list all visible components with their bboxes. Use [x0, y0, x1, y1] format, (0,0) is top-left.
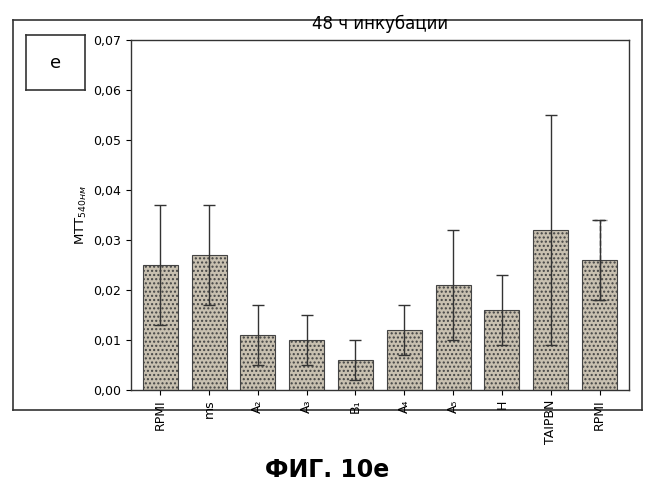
Bar	[533, 230, 569, 390]
Bar	[484, 310, 519, 390]
Bar	[289, 340, 324, 390]
Text: ФИГ. 10e: ФИГ. 10e	[265, 458, 390, 482]
Bar	[191, 255, 227, 390]
Text: e: e	[50, 54, 61, 72]
Bar	[143, 265, 178, 390]
Bar	[386, 330, 422, 390]
Bar	[240, 335, 276, 390]
Y-axis label: MTT$_{540нм}$: MTT$_{540нм}$	[74, 185, 89, 245]
Bar	[436, 285, 471, 390]
Bar	[338, 360, 373, 390]
Title: 48 ч инкубации: 48 ч инкубации	[312, 14, 448, 33]
Bar	[582, 260, 617, 390]
